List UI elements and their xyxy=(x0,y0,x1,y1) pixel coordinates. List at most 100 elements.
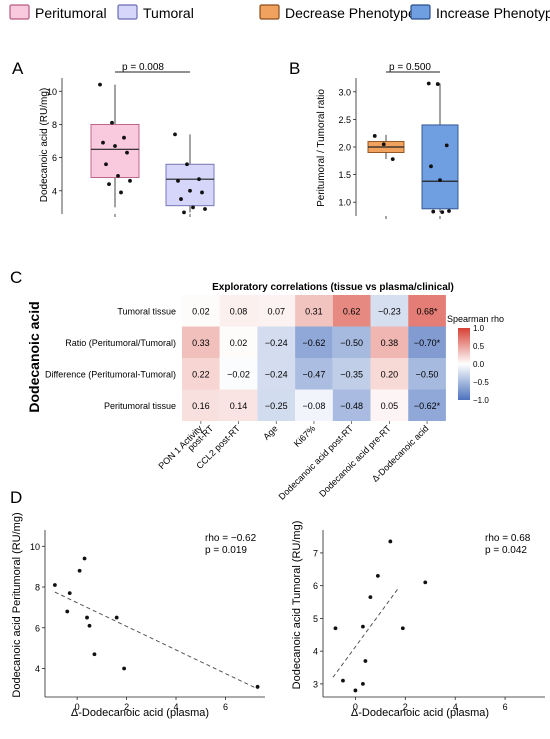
heatmap-cell-label: −0.08 xyxy=(303,401,326,411)
panelD2-y-tick-label: 4 xyxy=(313,647,318,657)
panel-b-ylabel: Peritumoral / Tumoral ratio xyxy=(316,89,327,207)
panelA-data-point xyxy=(101,140,105,145)
panelD2-data-point xyxy=(353,688,358,693)
colorbar-tick-label: 0.0 xyxy=(473,360,485,369)
panelB-data-point xyxy=(429,164,433,169)
heatmap-cell xyxy=(370,326,409,358)
panelB-box-1 xyxy=(421,124,459,210)
heatmap-cell-label: −0.24 xyxy=(265,338,288,348)
heatmap-cell-label: 0.38 xyxy=(381,338,399,348)
heatmap-cell-label: 0.22 xyxy=(192,369,210,379)
heatmap-cell xyxy=(408,295,446,327)
colorbar-tick-label: 1.0 xyxy=(473,324,485,333)
panelD1-data-point xyxy=(85,615,89,620)
panelA-data-point xyxy=(122,135,126,140)
heatmap-cell-label: −0.35 xyxy=(340,369,363,379)
heatmap-cell-label: 0.07 xyxy=(267,306,285,316)
panelA-data-point xyxy=(188,188,192,193)
panelB-data-point xyxy=(435,82,440,86)
heatmap-cell-label: 0.20 xyxy=(381,369,399,379)
heatmap-row-label: Tumoral tissue xyxy=(117,306,176,316)
panelA-data-point xyxy=(191,205,195,210)
legend-swatch-tumoral xyxy=(117,4,138,20)
panelD2-trend-line xyxy=(332,588,399,678)
panel-b-pvalue: p = 0.500 xyxy=(389,62,431,73)
panel-label-a: A xyxy=(12,59,24,78)
heatmap-cell-label: −0.62* xyxy=(414,401,441,411)
panelD1-data-point xyxy=(92,652,97,657)
panelA-data-point xyxy=(125,150,129,155)
d1-ylabel: Dodecanoic acid Peritumoral (RU/mg) xyxy=(11,512,23,697)
panelA-data-point xyxy=(119,190,123,195)
heatmap-cell xyxy=(332,295,371,327)
panel-d-scatter-peritumoral: Dodecanoic acid Peritumoral (RU/mg) Δ-Do… xyxy=(11,512,265,719)
heatmap-cell xyxy=(408,326,446,358)
panelA-data-point xyxy=(98,82,102,87)
panel-label-c: C xyxy=(10,268,22,287)
panelD2-x-tick-label: 0 xyxy=(353,702,358,712)
panelD1-x-tick-label: 4 xyxy=(174,702,179,712)
heatmap-title: Exploratory correlations (tissue vs plas… xyxy=(212,282,454,293)
panelA-data-point xyxy=(104,162,108,167)
panelD2-y-tick-label: 6 xyxy=(313,581,318,591)
panelA-data-point xyxy=(203,207,207,211)
panelB-data-point xyxy=(438,178,442,183)
heatmap-cell xyxy=(332,358,371,390)
panelD1-y-tick-label: 6 xyxy=(35,623,40,633)
panelD2-data-point xyxy=(400,626,405,631)
panelA-data-point xyxy=(128,178,132,183)
heatmap-cell-label: 0.05 xyxy=(381,401,399,411)
panelB-data-point xyxy=(381,142,386,147)
heatmap-cell-label: 0.08 xyxy=(230,306,248,316)
colorbar-tick-label: −1.0 xyxy=(473,396,489,405)
heatmap-cell xyxy=(182,295,220,327)
panelD2-y-tick-label: 3 xyxy=(313,679,318,689)
panelA-data-point xyxy=(197,177,201,182)
panelD2-data-point xyxy=(363,659,368,663)
heatmap-cell-label: −0.50 xyxy=(416,369,439,379)
heatmap-cell xyxy=(219,326,258,358)
panelB-y-tick-label: 1.0 xyxy=(338,198,351,208)
panelD1-data-point xyxy=(77,568,82,573)
heatmap-side-label: Dodecanoic acid xyxy=(26,301,42,412)
colorbar-tick-label: −0.5 xyxy=(473,378,489,387)
legend-label-increase: Increase Phenotype xyxy=(436,5,550,21)
panelA-data-point xyxy=(110,120,114,125)
heatmap-cell xyxy=(295,389,333,421)
colorbar-title: Spearman rho xyxy=(447,314,504,324)
heatmap-cell xyxy=(332,389,371,421)
panelD1-data-point xyxy=(122,666,127,671)
legend-label-tumoral: Tumoral xyxy=(143,5,194,21)
panelB-data-point xyxy=(390,157,395,162)
d1-stat-rho: rho = −0.62 xyxy=(205,533,257,544)
panelD1-data-point xyxy=(255,684,260,689)
legend-label-peritumoral: Peritumoral xyxy=(35,5,107,21)
heatmap-cell xyxy=(182,358,220,390)
panelD1-data-point xyxy=(82,556,87,561)
heatmap-cell xyxy=(408,358,446,390)
panelD2-data-point xyxy=(341,678,345,683)
heatmap-cell xyxy=(408,389,446,421)
panelA-y-tick-label: 10 xyxy=(47,87,57,97)
panelA-y-tick-label: 8 xyxy=(52,120,57,130)
heatmap-cell-label: 0.68* xyxy=(417,306,439,316)
heatmap-cell xyxy=(295,295,333,327)
panelA-data-point xyxy=(185,162,189,167)
legend: Peritumoral Tumoral Decrease Phenotype I… xyxy=(9,4,550,21)
panelD1-data-point xyxy=(114,615,119,620)
heatmap-cell xyxy=(257,295,296,327)
d1-stat-p: p = 0.019 xyxy=(205,545,247,556)
panelD2-y-tick-label: 5 xyxy=(313,614,318,624)
panelD2-x-tick-label: 4 xyxy=(453,702,458,712)
panelD1-y-tick-label: 8 xyxy=(35,583,40,593)
heatmap-cell-label: 0.16 xyxy=(192,401,210,411)
heatmap-cell xyxy=(219,389,258,421)
panelB-data-point xyxy=(431,209,436,214)
panelB-y-tick-label: 3.0 xyxy=(338,87,351,97)
panelD1-data-point xyxy=(65,609,70,614)
heatmap-col-label: Dodecanoic acid post-RT xyxy=(277,423,356,502)
panel-label-d: D xyxy=(10,488,22,507)
heatmap-col-label: Age xyxy=(261,423,279,441)
panelD2-data-point xyxy=(368,595,373,600)
